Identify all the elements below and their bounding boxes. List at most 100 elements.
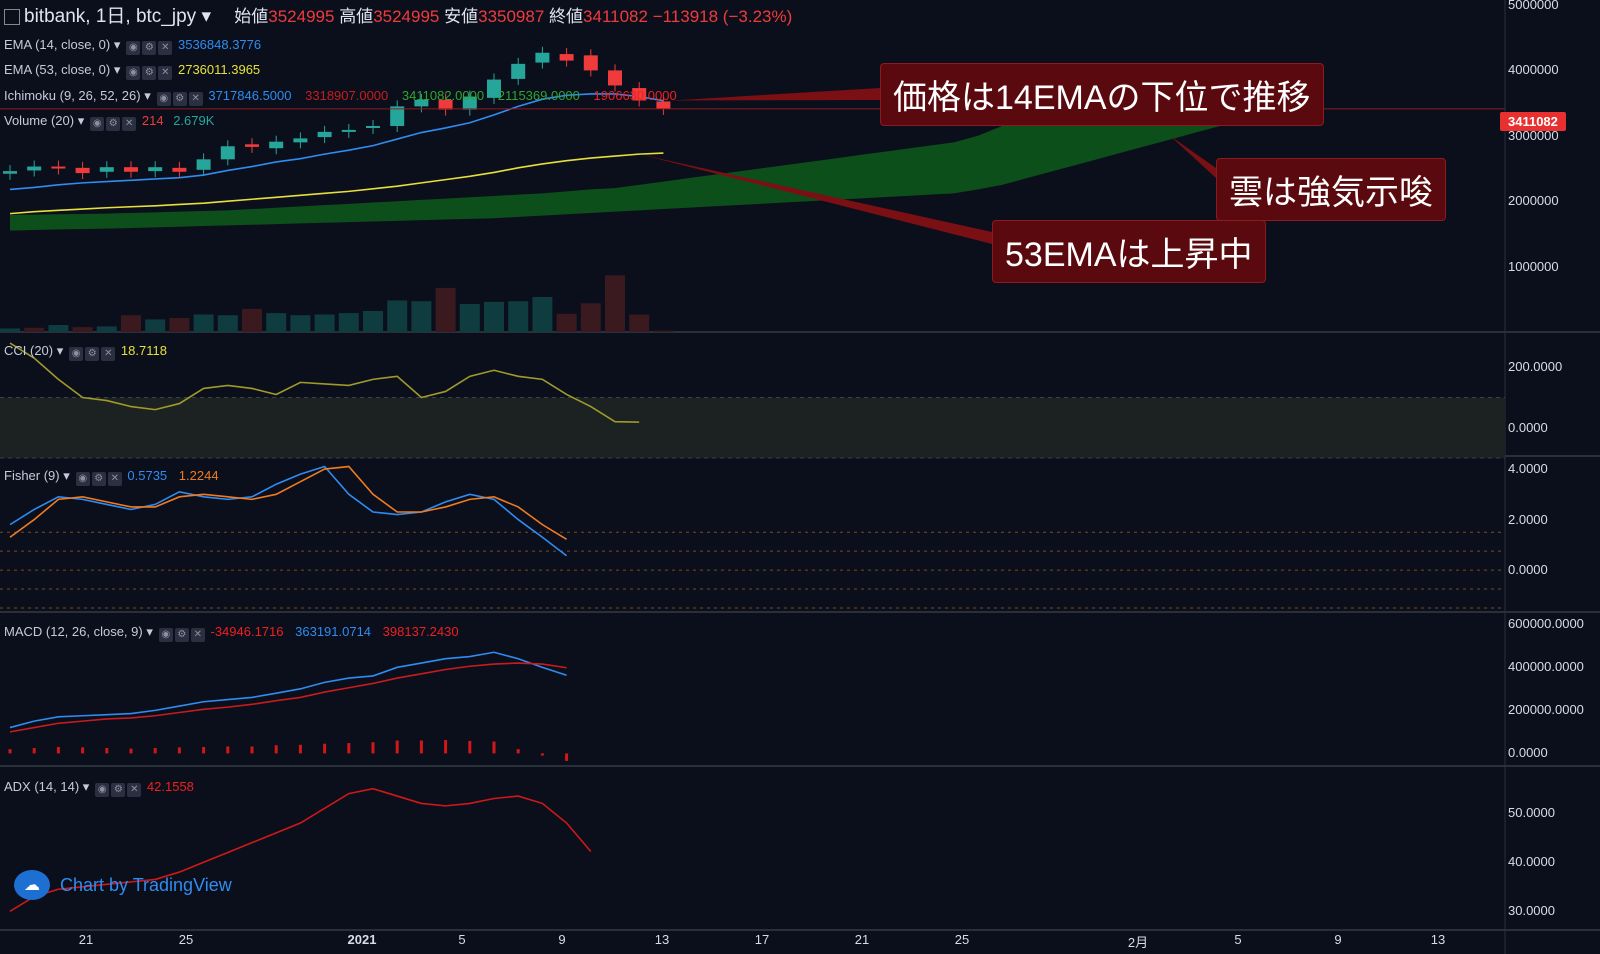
ichimoku-legend[interactable]: Ichimoku (9, 26, 52, 26) ▾ ◉ ⚙ ✕ 3717846.50…: [4, 88, 677, 106]
macd-value-3: 398137.2430: [382, 624, 459, 639]
candle: [269, 141, 284, 149]
indicator-controls[interactable]: ◉ ⚙ ✕: [126, 62, 174, 80]
macd-histogram-bar: [274, 745, 278, 754]
eye-icon[interactable]: ◉: [126, 40, 141, 55]
y-tick-label: 50.0000: [1508, 805, 1555, 821]
macd-histogram-bar: [468, 740, 472, 754]
volume-bar: [605, 275, 625, 332]
x-tick-label: 5: [1234, 932, 1242, 947]
callout-bullish-cloud: 雲は強気示唆: [1216, 158, 1446, 221]
ema53-legend[interactable]: EMA (53, close, 0) ▾ ◉ ⚙ ✕ 2736011.3965: [4, 62, 261, 80]
macd-histogram-bar: [81, 747, 85, 754]
close-icon[interactable]: ✕: [122, 116, 137, 131]
macd-histogram-bar: [323, 743, 327, 754]
eye-icon[interactable]: ◉: [158, 627, 173, 642]
eye-icon[interactable]: ◉: [156, 91, 171, 106]
fisher-legend[interactable]: Fisher (9) ▾ ◉ ⚙ ✕ 0.5735 1.2244: [4, 468, 219, 486]
macd-histogram-bar: [444, 740, 448, 754]
cci-legend[interactable]: CCI (20) ▾ ◉ ⚙ ✕ 18.7118: [4, 343, 167, 361]
gear-icon[interactable]: ⚙: [106, 116, 121, 131]
chevron-down-icon[interactable]: ▾: [201, 6, 211, 27]
close-icon[interactable]: ✕: [107, 471, 122, 486]
gear-icon[interactable]: ⚙: [172, 91, 187, 106]
gear-icon[interactable]: ⚙: [111, 782, 126, 797]
symbol-name: bitbank, 1日, btc_jpy: [24, 6, 197, 27]
macd-histogram-bar: [250, 746, 254, 754]
gear-icon[interactable]: ⚙: [91, 471, 106, 486]
x-tick-label: 21: [854, 932, 870, 947]
volume-bar: [217, 315, 238, 332]
ichimoku-value-3: 3411082.0000: [401, 88, 485, 103]
candle: [535, 52, 550, 63]
gear-icon[interactable]: ⚙: [142, 40, 157, 55]
volume-bar: [266, 313, 287, 332]
candle: [220, 146, 235, 160]
indicator-controls[interactable]: ◉ ⚙ ✕: [75, 468, 124, 486]
indicator-controls[interactable]: ◉ ⚙ ✕: [156, 88, 205, 106]
eye-icon[interactable]: ◉: [75, 471, 90, 486]
gear-icon[interactable]: ⚙: [85, 346, 100, 361]
eye-icon[interactable]: ◉: [126, 65, 141, 80]
gear-icon[interactable]: ⚙: [174, 627, 189, 642]
symbol-title[interactable]: bitbank, 1日, btc_jpy ▾ 始値3524995 高値35249…: [4, 6, 792, 27]
macd-histogram-bar: [516, 749, 520, 754]
volume-bar: [145, 319, 166, 332]
close-icon[interactable]: ✕: [188, 91, 203, 106]
cci-band: [0, 397, 1505, 459]
candle: [366, 125, 380, 128]
macd-histogram-bar: [202, 746, 206, 754]
ema14-legend[interactable]: EMA (14, close, 0) ▾ ◉ ⚙ ✕ 3536848.3776: [4, 37, 262, 55]
close-icon[interactable]: ✕: [101, 346, 116, 361]
eye-icon[interactable]: ◉: [95, 782, 110, 797]
candle: [27, 166, 42, 171]
tradingview-logo[interactable]: ☁ Chart by TradingView: [14, 870, 232, 900]
fisher-line-1: [9, 465, 568, 557]
x-tick-label: 17: [754, 932, 770, 947]
high-label: 高値: [339, 7, 374, 26]
adx-legend[interactable]: ADX (14, 14) ▾ ◉ ⚙ ✕ 42.1558: [4, 779, 194, 797]
callout-ema53-rising: 53EMAは上昇中: [992, 220, 1266, 283]
y-tick-label: 30.0000: [1508, 903, 1555, 919]
volume-legend[interactable]: Volume (20) ▾ ◉ ⚙ ✕ 214 2.679K: [4, 113, 215, 131]
collapse-icon[interactable]: [4, 8, 20, 25]
adx-line: [9, 787, 592, 912]
ichimoku-value-2: 3318907.0000: [305, 88, 389, 103]
close-value: 3411082: [583, 7, 648, 26]
eye-icon[interactable]: ◉: [69, 346, 84, 361]
close-icon[interactable]: ✕: [127, 782, 142, 797]
macd-value-1: -34946.1716: [210, 624, 284, 639]
macd-histogram-bar: [177, 747, 181, 754]
candle: [245, 144, 259, 147]
y-tick-label: 40.0000: [1508, 854, 1555, 870]
close-icon[interactable]: ✕: [158, 40, 173, 55]
macd-legend[interactable]: MACD (12, 26, close, 9) ▾ ◉ ⚙ ✕ -34946.1716…: [4, 624, 459, 642]
volume-bar: [193, 314, 214, 332]
indicator-controls[interactable]: ◉ ⚙ ✕: [90, 113, 138, 131]
fisher-name: Fisher (9): [4, 468, 60, 483]
indicator-controls[interactable]: ◉ ⚙ ✕: [95, 779, 143, 797]
candle: [75, 167, 90, 174]
volume-bar: [169, 318, 190, 332]
x-tick-label: 2月: [1127, 935, 1149, 950]
indicator-controls[interactable]: ◉ ⚙ ✕: [126, 37, 174, 55]
close-icon[interactable]: ✕: [190, 627, 205, 642]
ichimoku-value-5: 1906630.0000: [593, 88, 677, 103]
gear-icon[interactable]: ⚙: [142, 65, 157, 80]
indicator-controls[interactable]: ◉ ⚙ ✕: [158, 624, 207, 642]
ichimoku-value-1: 3717846.5000: [208, 88, 292, 103]
open-value: 3524995: [268, 7, 335, 26]
candle: [656, 101, 671, 109]
macd-histogram-bar: [32, 748, 36, 754]
macd-histogram-bar: [129, 748, 133, 754]
eye-icon[interactable]: ◉: [90, 116, 105, 131]
y-tick-label: 1000000: [1508, 258, 1559, 274]
close-icon[interactable]: ✕: [158, 65, 173, 80]
candle: [632, 88, 647, 101]
volume-bar: [556, 313, 577, 332]
macd-histogram-bar: [105, 748, 109, 754]
cloud-icon: ☁: [14, 870, 50, 900]
indicator-controls[interactable]: ◉ ⚙ ✕: [69, 343, 117, 361]
macd-histogram-bar: [492, 741, 496, 754]
volume-bar: [435, 287, 456, 332]
